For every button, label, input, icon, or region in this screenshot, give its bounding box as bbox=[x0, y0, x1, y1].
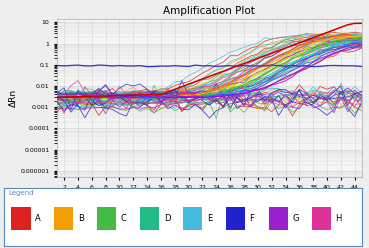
Text: B: B bbox=[78, 214, 84, 223]
FancyBboxPatch shape bbox=[311, 207, 331, 230]
FancyBboxPatch shape bbox=[183, 207, 202, 230]
Y-axis label: ΔRn: ΔRn bbox=[8, 89, 18, 107]
FancyBboxPatch shape bbox=[11, 207, 31, 230]
FancyBboxPatch shape bbox=[225, 207, 245, 230]
FancyBboxPatch shape bbox=[97, 207, 117, 230]
FancyBboxPatch shape bbox=[140, 207, 159, 230]
FancyBboxPatch shape bbox=[54, 207, 73, 230]
Text: A: A bbox=[35, 214, 41, 223]
X-axis label: Cycle: Cycle bbox=[197, 193, 222, 202]
Text: C: C bbox=[121, 214, 127, 223]
Title: Amplification Plot: Amplification Plot bbox=[163, 6, 255, 16]
Text: H: H bbox=[335, 214, 342, 223]
Text: G: G bbox=[293, 214, 299, 223]
Text: D: D bbox=[164, 214, 170, 223]
Text: E: E bbox=[207, 214, 212, 223]
FancyBboxPatch shape bbox=[269, 207, 288, 230]
Text: Legend: Legend bbox=[8, 190, 34, 196]
Text: F: F bbox=[249, 214, 255, 223]
